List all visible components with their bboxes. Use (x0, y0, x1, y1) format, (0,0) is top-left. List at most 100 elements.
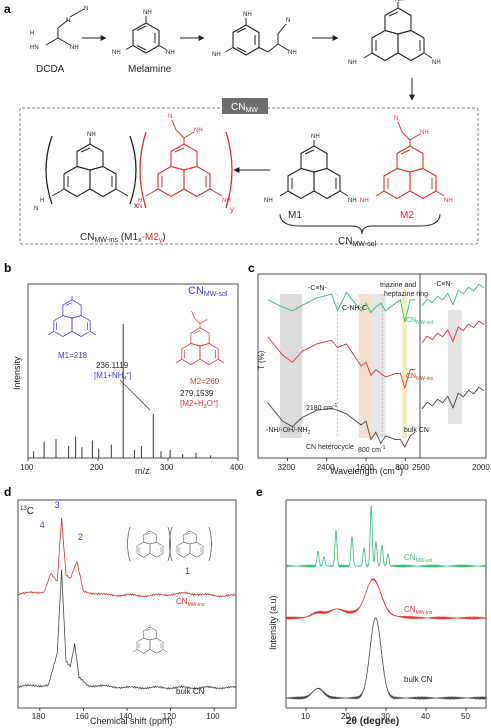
m2-label: M2 (400, 210, 414, 221)
nmr-peak-label: 1 (185, 566, 190, 576)
svg-text:NH: NH (212, 52, 221, 58)
ir-series-line (267, 291, 416, 322)
bracket-y-left (139, 131, 147, 209)
svg-text:NH: NH (143, 10, 152, 16)
ir-ann-ring: triazine and (380, 282, 416, 289)
svg-text:N: N (84, 6, 88, 12)
ms-peak1-value: 236.1119 (96, 361, 129, 370)
ms-peak2-value: 279.1539 (180, 389, 214, 398)
xrd-frame (285, 499, 487, 709)
ir-x-ticks: 3200 2400 1600 800 2500 2000 (277, 458, 490, 472)
xrd-label-ins: CNMW-ins (404, 605, 433, 616)
panel-e-ylabel: Intensity (a.u) (268, 595, 278, 650)
ms-x-tick-label: 400 (230, 463, 244, 472)
panel-b-xlabel: m/z (135, 466, 150, 476)
svg-text:NH: NH (288, 50, 297, 56)
svg-text:H: H (40, 198, 44, 204)
svg-text:N: N (34, 206, 38, 212)
chain-x: x (134, 201, 138, 210)
ir-x-tick-label: 2400 (317, 463, 335, 472)
svg-text:NH: NH (444, 198, 453, 204)
nmr-peak-label: 4 (40, 520, 45, 530)
ir-ann-cnhc: C-NH-C (342, 305, 367, 312)
svg-text:NH: NH (243, 12, 252, 18)
xrd-axes (285, 499, 487, 709)
ms-m1-structure (48, 295, 96, 337)
polymer-m2-unit: N NH N H NH (138, 114, 231, 210)
xrd-label-bulk: bulk CN (404, 675, 433, 684)
panel-c-letter: c (248, 261, 255, 275)
panel-a-letter: a (4, 2, 11, 16)
ms-bars (33, 324, 212, 458)
nmr-x-tick-label: 120 (163, 712, 177, 721)
ir-ann-nh: -NH/-OH/-NH2 (266, 427, 311, 436)
sol-label: CNMW-sol (338, 236, 376, 248)
sol-brace (279, 213, 441, 235)
ir-band (448, 310, 462, 424)
ir-x-tick-label: 800 (395, 463, 409, 472)
ir-highlight-bands (280, 294, 462, 438)
panel-d: d 13C 180 160 140 120 100 1 2 34 Chemical shif… (4, 485, 237, 726)
m1-structure: NH NH NH (264, 134, 357, 204)
panel-d-letter: d (4, 485, 11, 499)
ms-peak1-leader (119, 379, 151, 411)
bracket-x-right (129, 135, 137, 205)
ir-ann-2180: 2180 cm-1 (306, 403, 338, 412)
ms-x-ticks: 100 200 300 400 (20, 458, 244, 472)
bracket-x-left (45, 135, 53, 205)
svg-text:NH: NH (194, 128, 203, 134)
svg-text:H: H (138, 198, 142, 204)
nmr-peak-labels: 1 2 34 (40, 500, 190, 576)
xrd-x-ticks: 10 20 30 40 50 (301, 708, 470, 721)
panel-e-xlabel: 2θ (degree) (346, 716, 399, 727)
ir-ann-cn: -C≡N- (308, 285, 328, 292)
svg-text:N: N (394, 116, 398, 122)
panel-c-xlabel: Wavelength (cm-1) (330, 466, 403, 476)
nmr-x-tick-label: 180 (32, 712, 46, 721)
ms-m1-label: M1=218 (58, 351, 88, 360)
dcda-label: DCDA (36, 64, 65, 75)
ir-series-line (267, 336, 416, 390)
ir-ann-right: -C≡N- (434, 281, 454, 288)
svg-text:N: N (168, 114, 172, 120)
ir-axes (257, 273, 487, 459)
ms-peak1-ion: [M1+NH4+] (94, 371, 132, 382)
chain-y: y (230, 205, 234, 214)
nmr-x-tick-label: 160 (75, 712, 89, 721)
bracket-y-right (225, 131, 233, 209)
melamine-structure: NH NH NH (112, 10, 175, 56)
xrd-series-line (285, 505, 486, 568)
polymer-m1-unit: NH H N (34, 132, 129, 212)
svg-text:NH: NH (395, 0, 404, 3)
ms-m2-label: M2=260 (190, 377, 220, 386)
panel-c-ylabel: T (%) (257, 350, 266, 370)
xrd-x-tick-label: 40 (421, 712, 430, 721)
svg-text:NH: NH (420, 130, 429, 136)
ir-label-bulk: bulk CN (404, 427, 429, 434)
ms-frame (27, 283, 239, 459)
ir-band (358, 294, 371, 438)
ir-ann-ring2: heptazine ring (384, 291, 428, 298)
adduct-structure: NH NH NH N (212, 12, 297, 58)
nmr-peak-label: 2 (78, 532, 83, 542)
nmr-series-line (17, 569, 237, 690)
xrd-x-tick-label: 20 (341, 712, 350, 721)
svg-text:NH: NH (166, 50, 175, 56)
svg-text:N: N (138, 204, 142, 210)
xrd-series (285, 505, 486, 700)
xrd-x-tick-label: 10 (301, 712, 310, 721)
svg-text:NH: NH (87, 132, 96, 138)
svg-text:NH: NH (348, 60, 357, 66)
melamine-label: Melamine (128, 64, 172, 75)
m1-label: M1 (288, 210, 302, 221)
xrd-series-line (285, 577, 486, 620)
cn-mw-box (19, 107, 479, 245)
svg-text:N: N (286, 18, 290, 24)
nmr-nucleus: 13C (20, 506, 34, 517)
ms-axes (27, 283, 239, 459)
svg-text:NH: NH (432, 60, 441, 66)
nmr-x-tick-label: 140 (119, 712, 133, 721)
xrd-label-sol: CNMW-sol (404, 553, 432, 564)
nmr-peak-label: 3 (55, 500, 60, 510)
cn-mw-tag-text: CNMW (231, 102, 258, 114)
